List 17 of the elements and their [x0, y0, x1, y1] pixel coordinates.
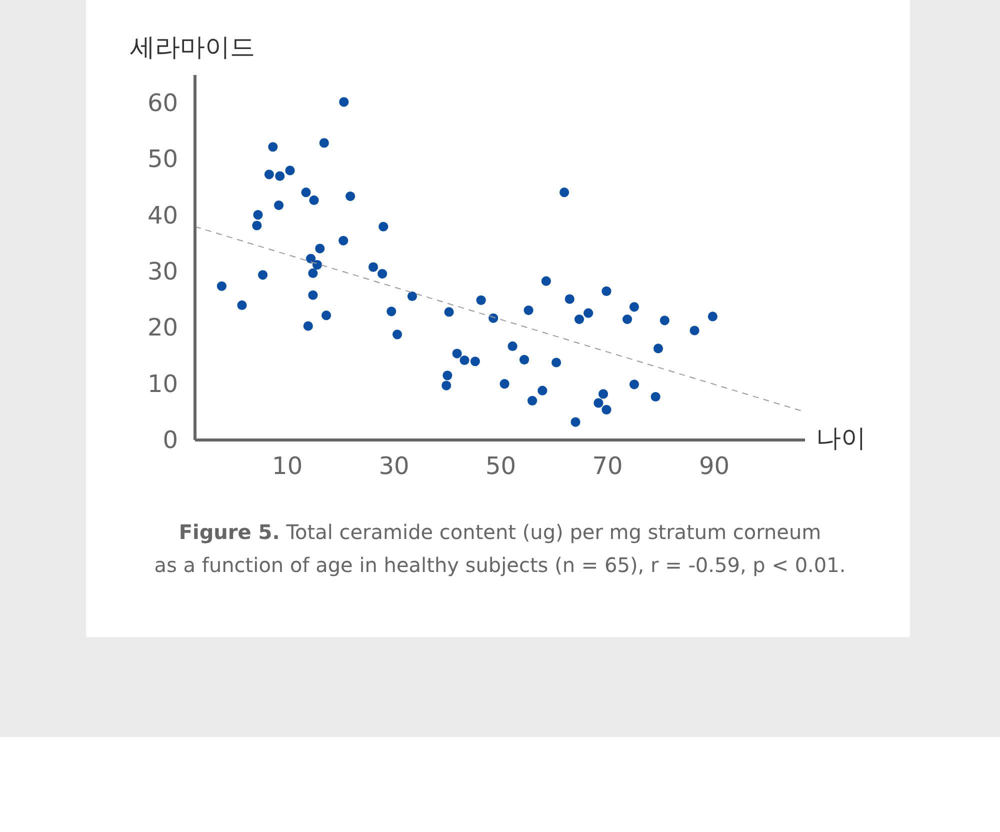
y-tick-label: 40 — [147, 201, 178, 230]
text: Total ceramide content (ug) per mg stratum corneum — [285, 520, 822, 544]
x-tick-label: 30 — [378, 452, 410, 480]
x-tick-label: 90 — [699, 452, 730, 480]
x-tick-label: 70 — [592, 452, 623, 480]
y-tick-label: 30 — [147, 258, 178, 286]
y-tick-label: 50 — [147, 145, 178, 174]
y-axis-title: 세라마이드 — [130, 32, 255, 62]
x-axis-title: 나이 — [816, 424, 866, 452]
x-tick-label: 10 — [272, 452, 303, 480]
text: as a function of age in healthy subjects (n = 65), r = -0.59, p < 0.01. — [154, 553, 846, 577]
y-tick-label: 60 — [147, 89, 178, 118]
y-tick-label: 0 — [162, 426, 178, 454]
x-tick-label: 50 — [486, 452, 516, 480]
y-tick-label: 10 — [147, 370, 178, 398]
y-tick-label: 20 — [147, 314, 178, 342]
caption: Figure 5. — [178, 520, 280, 544]
